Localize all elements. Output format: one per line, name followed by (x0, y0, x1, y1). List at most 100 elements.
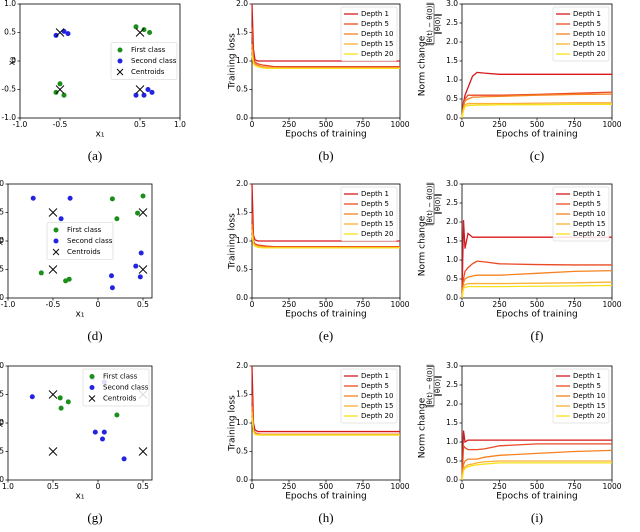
x-tick-label: 250 (282, 120, 297, 129)
y-tick-label: 1.0 (236, 236, 248, 245)
y-tick-label: 0.0 (446, 293, 458, 302)
point (109, 196, 115, 202)
line (461, 102, 612, 119)
line (251, 183, 400, 242)
legend-label: Depth 15 (361, 402, 393, 410)
x-tick-label: -1.0 (1, 300, 16, 309)
y-tick-label: 0.0 (446, 475, 458, 484)
x-tick-label: 500 (319, 482, 334, 491)
y-tick-label: 0.0 (236, 475, 248, 484)
point (58, 405, 64, 411)
y-tick-label: 1.0 (4, 0, 16, 8)
y-tick-label: -0.5 (1, 85, 16, 94)
y-tick-label: 2.0 (236, 0, 248, 8)
legend-label: Depth 20 (361, 412, 393, 420)
x-tick-label: 250 (492, 482, 507, 491)
legend-label: Depth 10 (573, 392, 605, 400)
x-tick-label: -0.5 (46, 300, 61, 309)
legend-label: Second class (131, 57, 177, 65)
line (251, 235, 400, 249)
y-tick-label: 3.0 (446, 0, 458, 8)
legend-box (110, 42, 178, 80)
point (65, 31, 71, 37)
point (135, 210, 141, 216)
legend-label: Depth 5 (361, 20, 389, 28)
y-tick-label: 1.0 (236, 418, 248, 427)
legend-label: Depth 5 (573, 200, 601, 208)
y-tick-label: 2.0 (236, 361, 248, 370)
y-axis-label: Norm change (418, 397, 428, 458)
legend-swatch (53, 238, 59, 244)
y-tick-label: 2.0 (446, 217, 458, 226)
legend-label: Depth 1 (361, 372, 389, 380)
x-axis-label: x₁ (76, 492, 85, 502)
y-label-numerator: ‖θ(t) − θ(0)‖ (426, 182, 434, 226)
y-tick-label: 0.5 (4, 28, 16, 37)
legend-label: Depth 20 (361, 230, 393, 238)
legend-box (340, 186, 398, 242)
centroid-marker (138, 447, 148, 456)
y-axis-label: x₂ (0, 418, 6, 427)
x-tick-label: 1000 (390, 120, 409, 129)
point (101, 429, 107, 435)
legend-label: Depth 20 (573, 412, 605, 420)
y-label-numerator: ‖θ(t) − θ(0)‖ (426, 2, 434, 46)
legend-label: Depth 15 (573, 40, 605, 48)
point (141, 92, 147, 98)
x-tick-label: 1000 (602, 120, 621, 129)
legend-box (552, 6, 610, 62)
y-tick-label: 0 (0, 236, 4, 245)
x-axis-label: x₁ (76, 310, 85, 320)
legend-box (46, 222, 114, 260)
caption: (b) (318, 148, 333, 163)
y-tick-label: -0.5 (0, 265, 4, 274)
y-axis-label: x₂ (0, 236, 6, 245)
y-tick-label: 0.5 (236, 85, 248, 94)
y-label-numerator: ‖θ(t) − θ(0)‖ (426, 364, 434, 408)
caption: (f) (531, 328, 544, 343)
x-axis-label: Epochs of training (496, 492, 578, 502)
caption: (g) (87, 510, 102, 525)
caption: (e) (319, 328, 333, 343)
y-tick-label: 0.5 (236, 447, 248, 456)
x-tick-label: 0.5 (47, 482, 59, 491)
x-tick-label: 750 (567, 120, 582, 129)
legend-label: Depth 10 (361, 210, 393, 218)
y-tick-label: 1.0 (446, 255, 458, 264)
point (53, 32, 59, 38)
point (67, 195, 73, 201)
line (251, 55, 400, 70)
legend-label: Centroids (131, 68, 165, 76)
line (461, 443, 612, 481)
x-tick-label: 500 (319, 120, 334, 129)
y-tick-label: 1.0 (446, 437, 458, 446)
y-tick-label: 0.5 (446, 94, 458, 103)
y-axis-label: Norm change (418, 215, 428, 276)
line (461, 103, 612, 119)
x-tick-label: 0 (250, 300, 255, 309)
point (137, 274, 143, 280)
y-tick-label: -1.0 (1, 113, 16, 122)
point (53, 89, 59, 95)
y-tick-label: -1.0 (0, 293, 4, 302)
line (461, 93, 613, 119)
y-axis-label: Training loss (228, 213, 238, 270)
legend-label: Depth 15 (573, 402, 605, 410)
point (114, 412, 120, 418)
point (58, 216, 64, 222)
point (29, 394, 35, 400)
point (92, 429, 98, 435)
x-tick-label: 0 (460, 120, 465, 129)
point (65, 399, 71, 405)
x-tick-label: 250 (282, 482, 297, 491)
point (147, 30, 153, 35)
point (114, 216, 120, 222)
centroid-marker (55, 85, 65, 94)
x-tick-label: 0 (250, 482, 255, 491)
caption: (h) (318, 510, 333, 525)
y-tick-label: 0 (11, 56, 16, 65)
caption: (c) (530, 148, 544, 163)
point (133, 92, 139, 98)
x-tick-label: 0 (96, 300, 101, 309)
